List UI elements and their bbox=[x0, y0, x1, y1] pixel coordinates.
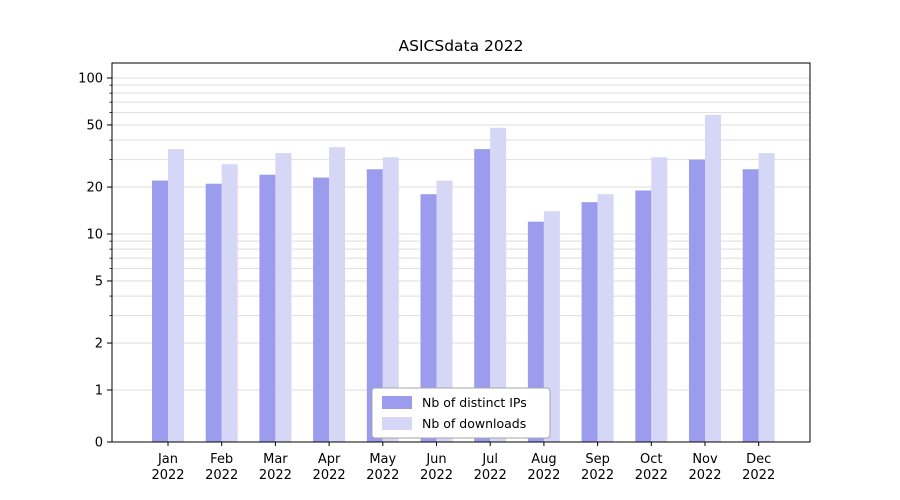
x-tick-label-month: Oct bbox=[640, 452, 662, 467]
x-tick-label-year: 2022 bbox=[688, 468, 721, 483]
x-tick-label-month: Jul bbox=[481, 452, 498, 467]
bar-distinct-ips bbox=[527, 221, 544, 442]
bar-distinct-ips bbox=[313, 177, 330, 442]
y-tick-label: 10 bbox=[86, 228, 103, 243]
bar-distinct-ips bbox=[742, 169, 759, 442]
bar-distinct-ips bbox=[581, 202, 598, 442]
legend-label: Nb of distinct IPs bbox=[422, 395, 527, 410]
bar-downloads bbox=[705, 114, 721, 442]
x-tick-label-month: Mar bbox=[263, 452, 288, 467]
bar-distinct-ips bbox=[420, 194, 437, 442]
legend-box bbox=[371, 387, 551, 439]
x-tick-label-year: 2022 bbox=[420, 468, 453, 483]
x-tick-label-year: 2022 bbox=[205, 468, 238, 483]
bar-distinct-ips bbox=[259, 174, 276, 442]
x-tick-label-month: May bbox=[369, 452, 396, 467]
bar-downloads bbox=[275, 153, 292, 443]
y-tick-label: 20 bbox=[86, 181, 103, 196]
y-tick-label: 2 bbox=[95, 337, 103, 352]
x-tick-label-month: Jan bbox=[157, 452, 178, 467]
bar-downloads bbox=[382, 157, 399, 442]
x-tick-label-month: Aug bbox=[531, 452, 556, 467]
bar-distinct-ips bbox=[366, 169, 383, 442]
y-tick-label: 100 bbox=[78, 72, 103, 87]
bar-downloads bbox=[168, 149, 184, 443]
bar-downloads bbox=[490, 127, 507, 442]
y-tick-label: 5 bbox=[95, 275, 103, 290]
plot-border bbox=[111, 62, 811, 443]
bar-downloads bbox=[597, 194, 614, 442]
bar-downloads bbox=[758, 153, 775, 443]
bar-downloads bbox=[651, 157, 668, 442]
x-tick-label-year: 2022 bbox=[635, 468, 668, 483]
y-tick-label: 1 bbox=[95, 384, 103, 399]
x-tick-label-year: 2022 bbox=[581, 468, 614, 483]
x-tick-label-month: Feb bbox=[210, 452, 233, 467]
bar-distinct-ips bbox=[205, 183, 222, 442]
bar-distinct-ips bbox=[474, 149, 491, 443]
x-tick-label-year: 2022 bbox=[527, 468, 560, 483]
x-tick-label-year: 2022 bbox=[313, 468, 346, 483]
x-tick-label-year: 2022 bbox=[742, 468, 775, 483]
legend-swatch bbox=[382, 396, 412, 409]
x-tick-label-month: Jun bbox=[425, 452, 446, 467]
x-tick-label-year: 2022 bbox=[259, 468, 292, 483]
chart-title: ASICSdata 2022 bbox=[399, 37, 524, 55]
y-tick-label: 0 bbox=[95, 436, 103, 451]
legend-swatch bbox=[382, 417, 412, 430]
x-tick-label-year: 2022 bbox=[474, 468, 507, 483]
legend-label: Nb of downloads bbox=[422, 416, 526, 431]
x-tick-label-month: Nov bbox=[692, 452, 718, 467]
x-tick-label-month: Dec bbox=[746, 452, 771, 467]
x-tick-label-year: 2022 bbox=[151, 468, 184, 483]
bar-distinct-ips bbox=[152, 180, 168, 442]
x-tick-label-month: Apr bbox=[318, 452, 341, 467]
x-tick-label-month: Sep bbox=[585, 452, 610, 467]
bar-downloads bbox=[436, 180, 453, 442]
bar-distinct-ips bbox=[689, 159, 705, 442]
bar-downloads bbox=[329, 147, 346, 443]
bar-distinct-ips bbox=[635, 190, 652, 442]
x-tick-label-year: 2022 bbox=[366, 468, 399, 483]
bar-downloads bbox=[543, 211, 560, 442]
bar-downloads bbox=[221, 164, 238, 442]
y-tick-label: 50 bbox=[86, 119, 103, 134]
